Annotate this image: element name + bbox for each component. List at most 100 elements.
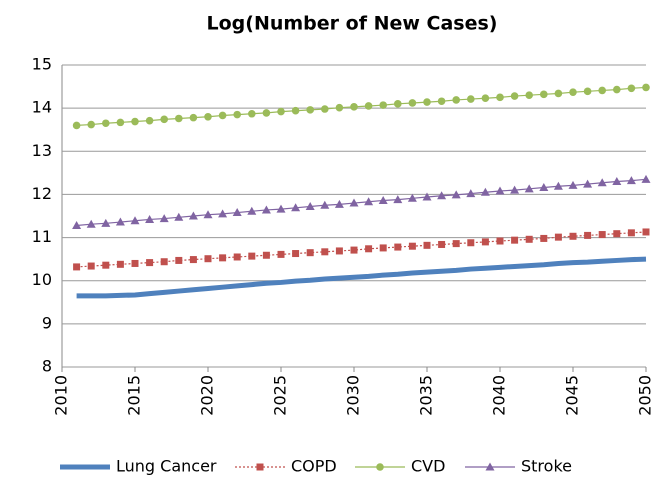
x-tick-label: 2050 xyxy=(636,375,652,416)
series-line xyxy=(76,256,647,299)
data-point xyxy=(86,219,96,228)
data-point xyxy=(291,106,300,115)
data-point xyxy=(247,206,257,215)
data-point xyxy=(480,187,490,196)
data-point xyxy=(408,242,416,250)
data-point xyxy=(262,109,271,117)
data-point xyxy=(365,245,373,253)
data-point xyxy=(525,91,533,99)
data-point xyxy=(175,114,183,123)
data-point xyxy=(248,252,256,260)
data-point xyxy=(203,210,213,219)
data-point xyxy=(291,203,301,212)
data-point xyxy=(159,214,169,223)
data-point xyxy=(379,101,388,109)
series-line xyxy=(76,231,647,268)
series-line xyxy=(76,178,647,227)
legend-label: Stroke xyxy=(521,457,572,476)
data-point xyxy=(174,212,184,221)
data-point xyxy=(496,237,504,245)
x-tick-label: 2035 xyxy=(417,375,436,416)
chart-title: Log(Number of New Cases) xyxy=(207,13,498,35)
data-point xyxy=(378,195,388,204)
y-tick-label: 13 xyxy=(32,141,52,160)
data-point xyxy=(248,109,256,118)
data-point xyxy=(598,86,606,95)
data-point xyxy=(189,256,197,264)
data-point xyxy=(334,199,344,208)
data-point xyxy=(539,183,549,192)
data-point xyxy=(583,87,592,96)
data-point xyxy=(467,95,475,103)
data-point xyxy=(175,256,183,264)
data-point xyxy=(496,93,504,102)
data-point xyxy=(350,246,358,254)
data-point xyxy=(408,99,417,107)
data-point xyxy=(626,176,636,185)
data-point xyxy=(321,105,329,113)
data-point xyxy=(233,253,241,261)
data-point xyxy=(350,103,358,111)
data-point xyxy=(204,255,212,263)
data-point xyxy=(467,239,475,247)
data-point xyxy=(452,240,460,248)
data-point xyxy=(321,248,329,256)
data-point xyxy=(233,110,241,119)
data-point xyxy=(145,116,154,125)
data-point xyxy=(115,217,125,226)
data-point xyxy=(612,176,622,185)
data-point xyxy=(407,193,417,202)
data-point xyxy=(204,112,212,121)
x-tick-label: 2015 xyxy=(125,375,144,416)
data-point xyxy=(597,178,607,187)
data-point xyxy=(87,120,95,129)
data-point xyxy=(525,235,533,243)
data-point xyxy=(72,220,82,229)
data-point xyxy=(116,260,124,268)
data-point xyxy=(160,115,168,124)
legend-marker xyxy=(256,463,264,471)
legend: Lung Cancer COPD CVD Stroke xyxy=(60,457,572,476)
data-point xyxy=(305,202,315,211)
data-point xyxy=(569,88,577,96)
x-tick-label: 2025 xyxy=(271,375,290,416)
data-point xyxy=(160,258,168,266)
data-point xyxy=(394,243,402,251)
data-point xyxy=(466,189,476,198)
data-point xyxy=(102,119,110,128)
data-point xyxy=(219,254,227,262)
data-point xyxy=(584,231,592,239)
x-tick-label: 2045 xyxy=(563,375,582,416)
data-point xyxy=(511,236,519,244)
data-point xyxy=(292,250,300,258)
data-point xyxy=(277,107,285,116)
data-point xyxy=(101,218,111,227)
y-tick-label: 15 xyxy=(32,55,52,74)
data-point xyxy=(423,98,431,106)
data-point xyxy=(452,96,461,104)
y-tick-label: 10 xyxy=(32,270,52,289)
data-point xyxy=(189,113,198,122)
data-point xyxy=(437,191,447,200)
y-tick-label: 12 xyxy=(32,184,52,203)
data-point xyxy=(262,251,270,259)
data-point xyxy=(102,261,110,269)
legend-label: CVD xyxy=(411,457,445,476)
data-point xyxy=(306,249,314,257)
data-point xyxy=(613,230,621,238)
legend-marker xyxy=(485,462,495,471)
data-point xyxy=(627,84,636,93)
data-point xyxy=(131,117,139,126)
data-point xyxy=(495,186,505,195)
data-point xyxy=(335,247,343,255)
data-point xyxy=(642,228,650,236)
data-point xyxy=(131,259,139,267)
data-point xyxy=(73,263,81,271)
data-point xyxy=(145,214,155,223)
data-point xyxy=(306,106,315,114)
data-point xyxy=(554,233,562,241)
x-tick-label: 2010 xyxy=(52,375,71,416)
data-point xyxy=(394,100,402,108)
y-tick-label: 11 xyxy=(32,227,52,246)
